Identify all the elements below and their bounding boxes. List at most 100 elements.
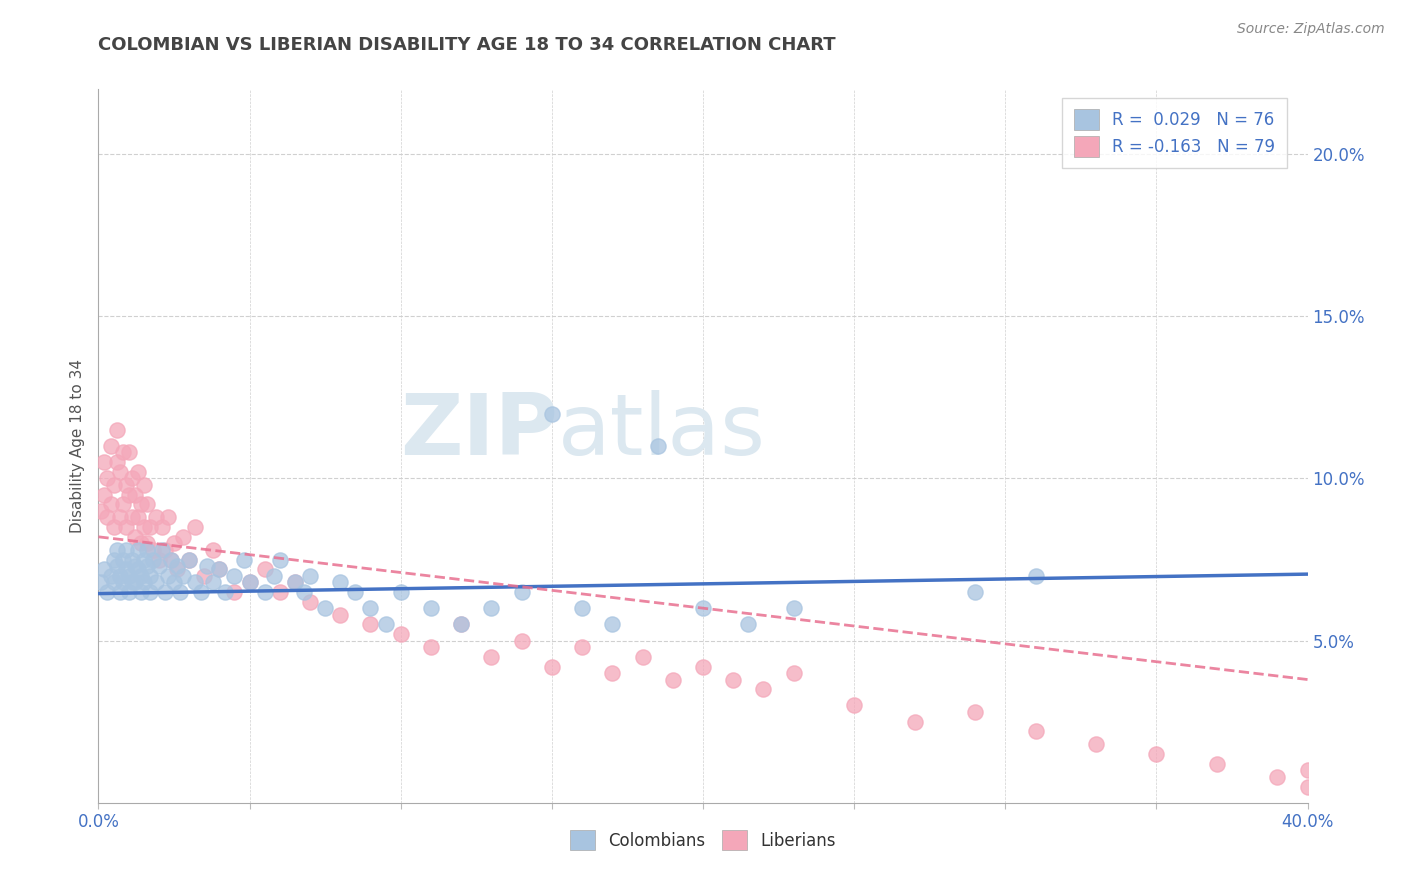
- Text: atlas: atlas: [558, 390, 766, 474]
- Point: [163, 575, 186, 590]
- Point: [111, 497, 134, 511]
- Point: [153, 542, 176, 557]
- Point: [195, 559, 218, 574]
- Point: [127, 542, 149, 557]
- Point: [374, 617, 396, 632]
- Point: [105, 423, 128, 437]
- Point: [602, 666, 624, 681]
- Point: [269, 585, 291, 599]
- Point: [100, 497, 122, 511]
- Point: [132, 552, 155, 566]
- Point: [139, 568, 162, 582]
- Point: [108, 568, 131, 582]
- Point: [571, 601, 593, 615]
- Point: [184, 575, 207, 590]
- Point: [124, 488, 146, 502]
- Point: [103, 520, 125, 534]
- Point: [1206, 756, 1229, 771]
- Point: [179, 552, 201, 566]
- Point: [1024, 724, 1046, 739]
- Point: [723, 673, 745, 687]
- Point: [96, 471, 118, 485]
- Point: [172, 568, 194, 582]
- Point: [156, 568, 179, 582]
- Point: [121, 510, 143, 524]
- Point: [114, 562, 136, 576]
- Point: [284, 575, 307, 590]
- Point: [121, 575, 143, 590]
- Point: [135, 536, 157, 550]
- Point: [132, 575, 155, 590]
- Point: [150, 520, 173, 534]
- Point: [135, 497, 157, 511]
- Point: [166, 562, 188, 576]
- Point: [118, 445, 141, 459]
- Text: ZIP: ZIP: [401, 390, 558, 474]
- Point: [1024, 568, 1046, 582]
- Point: [127, 562, 149, 576]
- Point: [153, 585, 176, 599]
- Point: [292, 585, 315, 599]
- Point: [1296, 764, 1319, 778]
- Point: [239, 575, 262, 590]
- Point: [124, 559, 146, 574]
- Point: [139, 585, 162, 599]
- Point: [360, 601, 382, 615]
- Point: [420, 640, 443, 654]
- Point: [93, 488, 115, 502]
- Point: [752, 682, 775, 697]
- Point: [103, 575, 125, 590]
- Point: [103, 552, 125, 566]
- Point: [1144, 747, 1167, 761]
- Point: [118, 568, 141, 582]
- Text: COLOMBIAN VS LIBERIAN DISABILITY AGE 18 TO 34 CORRELATION CHART: COLOMBIAN VS LIBERIAN DISABILITY AGE 18 …: [98, 36, 837, 54]
- Point: [239, 575, 262, 590]
- Point: [647, 439, 669, 453]
- Point: [329, 575, 352, 590]
- Point: [111, 445, 134, 459]
- Point: [129, 585, 152, 599]
- Point: [105, 542, 128, 557]
- Point: [111, 552, 134, 566]
- Point: [1267, 770, 1289, 784]
- Point: [284, 575, 307, 590]
- Point: [160, 552, 183, 566]
- Point: [389, 627, 412, 641]
- Point: [105, 559, 128, 574]
- Point: [108, 585, 131, 599]
- Point: [145, 510, 167, 524]
- Point: [150, 542, 173, 557]
- Point: [129, 497, 152, 511]
- Point: [90, 575, 112, 590]
- Point: [135, 559, 157, 574]
- Point: [108, 465, 131, 479]
- Point: [1296, 780, 1319, 794]
- Point: [450, 617, 472, 632]
- Point: [93, 562, 115, 576]
- Point: [232, 552, 254, 566]
- Point: [93, 455, 115, 469]
- Point: [420, 601, 443, 615]
- Point: [329, 607, 352, 622]
- Point: [299, 568, 322, 582]
- Point: [389, 585, 412, 599]
- Point: [450, 617, 472, 632]
- Point: [481, 649, 503, 664]
- Point: [965, 705, 987, 719]
- Point: [540, 407, 562, 421]
- Point: [156, 510, 179, 524]
- Point: [100, 568, 122, 582]
- Point: [783, 666, 806, 681]
- Point: [692, 601, 714, 615]
- Point: [224, 585, 246, 599]
- Point: [193, 568, 215, 582]
- Point: [263, 568, 285, 582]
- Point: [118, 585, 141, 599]
- Point: [118, 488, 141, 502]
- Point: [202, 575, 225, 590]
- Point: [127, 465, 149, 479]
- Point: [571, 640, 593, 654]
- Point: [844, 698, 866, 713]
- Point: [214, 585, 236, 599]
- Point: [314, 601, 336, 615]
